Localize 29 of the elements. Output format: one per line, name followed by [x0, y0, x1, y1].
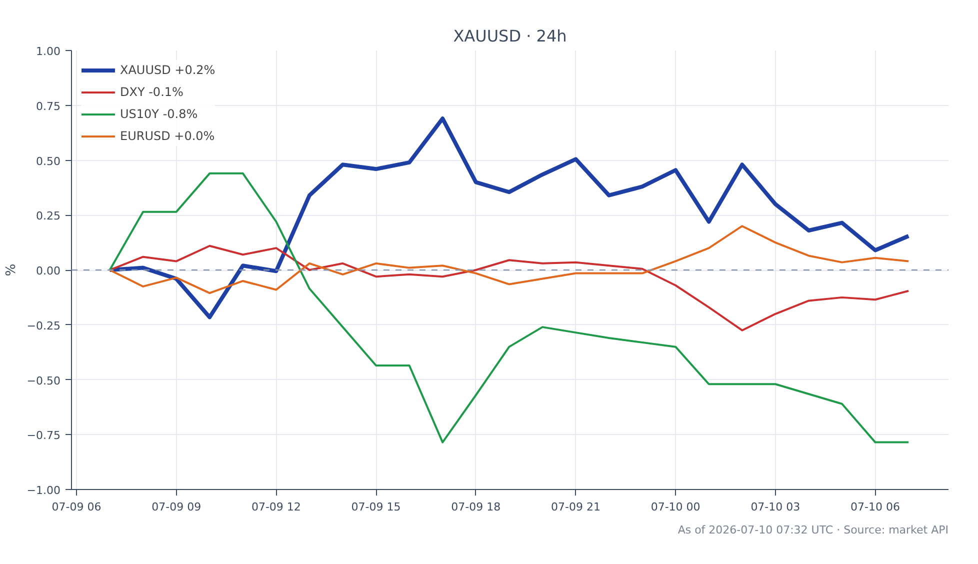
y-tick-label: 0.25	[36, 210, 61, 223]
line-series	[108, 225, 910, 294]
x-tick-label: 07-09 15	[351, 500, 401, 514]
x-tick-label: 07-10 00	[650, 500, 700, 514]
text: As of 2026-07-10 07:32 UTC · Source: market API	[678, 524, 948, 536]
legend-label: US10Y -0.8%	[120, 107, 198, 121]
x-tick-label: 07-09 21	[551, 500, 600, 514]
line-series	[108, 116, 911, 320]
y-tick-label: −0.50	[26, 374, 61, 388]
x-tick-label: 07-10 03	[750, 500, 800, 514]
x-tick-label: 07-10 06	[850, 500, 900, 514]
y-tick-label: 1.00	[36, 45, 61, 58]
legend-label: XAUUSD +0.2%	[120, 63, 216, 77]
x-tick-label: 07-09 12	[251, 500, 301, 514]
y-tick-label: −0.25	[26, 319, 61, 332]
y-tick-label: −1.00	[26, 484, 61, 497]
y-tick-label: −0.75	[26, 429, 61, 442]
legend-label: EURUSD +0.0%	[120, 129, 215, 143]
y-tick-label: 0.75	[36, 100, 61, 113]
line-series	[108, 172, 910, 444]
y-tick-label: 0.50	[36, 154, 61, 168]
line-series	[108, 244, 910, 332]
chart-title: XAUUSD · 24h	[453, 26, 567, 46]
legend-label: DXY -0.1%	[120, 85, 184, 99]
y-tick-label: 0.00	[36, 264, 61, 278]
y-axis-title: %	[4, 264, 19, 276]
x-tick-label: 07-09 06	[52, 500, 102, 514]
x-tick-label: 07-09 09	[152, 500, 202, 514]
x-tick-label: 07-09 18	[451, 500, 501, 514]
